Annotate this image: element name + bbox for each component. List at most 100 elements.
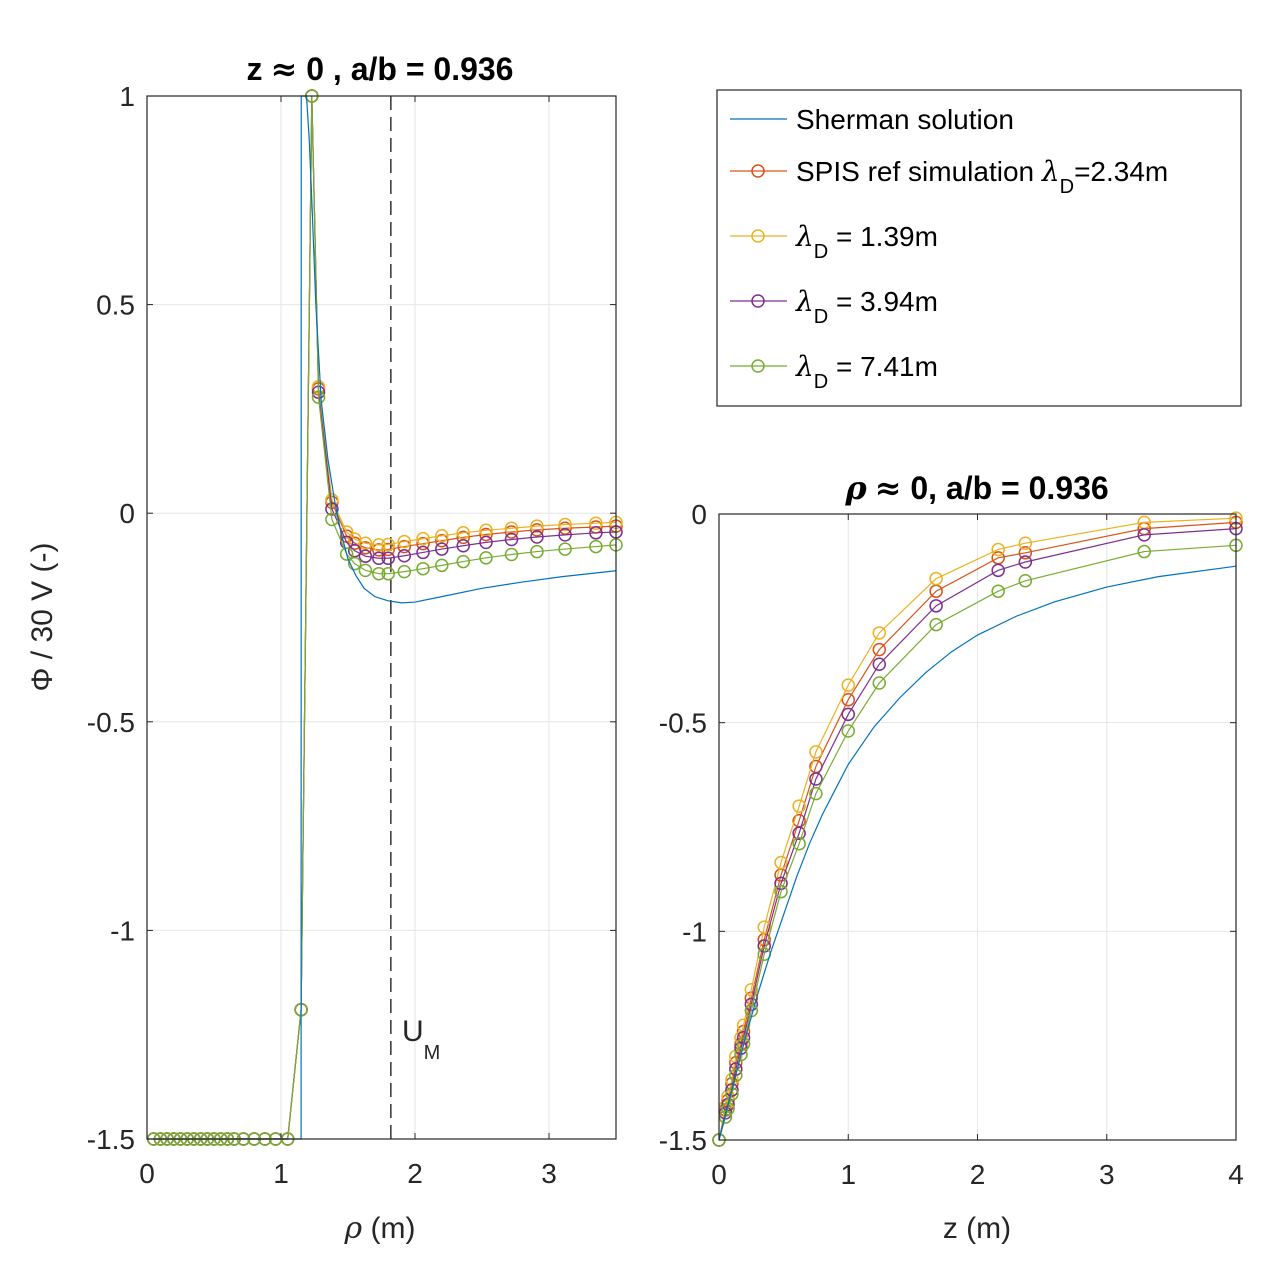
legend-label-1: λD = 1.39m [795,220,938,263]
left-xtick-label: 1 [273,1158,289,1189]
right-series-3-point [792,836,806,851]
right-series-2-point [841,707,855,722]
left-series-3-point [381,566,395,581]
legend-ref-sub: D [1060,176,1074,198]
right-series-3-point [1018,574,1033,588]
right-series-3-point [841,724,855,738]
left-series-2-point [456,538,470,553]
legend-2-lambda: λ [795,285,814,318]
left-series-2-point [397,549,412,563]
um-label-sub: M [424,1042,441,1064]
left-series-2-point [381,551,395,566]
legend-swatch-2-marker [751,294,765,308]
left-title-rest: 0 , a/b = 0.936 [297,51,513,87]
left-series-3-point [416,561,430,576]
left-series-3-point [339,547,354,561]
left-series-3-point [347,556,362,571]
legend-3-lambda: λ [795,350,814,383]
legend-swatch-ref-marker [751,164,765,178]
right-series-1-point [744,983,759,997]
left-series-2-point [558,528,572,542]
left-series-2-point [416,545,430,560]
right-series-2-point [872,657,887,671]
legend-entry-2: λD = 3.94m [730,285,938,328]
right-ytick-label: 0 [691,499,707,530]
legend-3-sub: D [814,371,828,393]
right-title-rest: 0, a/b = 0.936 [901,470,1108,506]
right-series-0-point [1018,546,1033,560]
left-axes-box [146,95,617,1140]
right-series-2-point [774,876,788,891]
left-title: z ≈ 0 , a/b = 0.936 [247,50,514,88]
legend-label-ref: SPIS ref simulation λD=2.34m [796,155,1168,198]
left-xtick-label: 2 [407,1158,423,1189]
left-ticks: 0 1 2 3 -1.5 -1 -0.5 0 0.5 1 [87,81,616,1189]
left-series-3-point [397,564,412,579]
left-series-2-point [504,532,519,547]
legend-2-rest: = 3.94m [828,286,938,317]
right-series-1-point [809,745,823,759]
right-ytick-label: -0.5 [659,708,707,739]
left-series-1-point [456,526,470,540]
left-title-lhs: z [247,51,263,87]
right-series-2-point [991,563,1005,578]
legend-1-sub: D [814,241,828,263]
right-series-3-point [729,1068,743,1083]
right-series-2-point [792,826,806,841]
right-series-1-point [929,571,943,586]
left-ytick-label: -1.5 [87,1124,135,1155]
right-series-1-point [991,542,1005,557]
left-series-1-point [416,531,430,546]
right-series-3-point [736,1037,751,1051]
right-title-lhs: ρ [844,469,867,507]
left-series-3-point [372,566,386,581]
right-data [712,511,1243,1147]
left-series-0-point [416,536,430,551]
left-series-2-point [372,551,386,566]
left-series-2-point [358,549,373,563]
right-ytick-label: -1.5 [659,1125,707,1156]
um-label: UM [402,1015,440,1064]
legend-entry-1: λD = 1.39m [730,220,938,263]
right-series-1-point [841,678,855,692]
left-series-3-point [530,544,544,559]
left-series-1-point [381,537,395,552]
left-ytick-label: 1 [119,81,135,112]
left-series-0-point [435,533,449,548]
legend-ref-rest: =2.34m [1074,156,1168,187]
legend-1-lambda: λ [795,220,814,253]
left-ytick-label: -0.5 [87,707,135,738]
left-xlabel: ρ (m) [344,1211,416,1246]
right-series-2-point [1018,555,1033,569]
left-plot-area [147,96,616,1139]
left-series-1-point [558,517,572,532]
left-series-3-point [456,554,470,569]
right-series-0-point [841,692,855,707]
legend-1-rest: = 1.39m [828,221,938,252]
left-xlabel-rest: (m) [362,1212,415,1245]
right-plot: 0 1 2 3 4 -1.5 -1 -0.5 0 ρ ≈ 0, a/b = 0.936 z (m) [659,469,1244,1245]
right-series-3-point [1137,544,1151,559]
left-plot: 0 1 2 3 -1.5 -1 -0.5 0 0.5 1 z ≈ 0 , a/b = 0.936 ρ… [26,50,623,1246]
right-series-1-point [774,855,788,870]
left-series-2-point [435,542,449,556]
legend-2-sub: D [814,306,828,328]
left-ylabel: Φ / 30 V (-) [26,543,59,692]
right-series-0-point [872,642,887,657]
legend-entry-sherman: Sherman solution [730,104,1014,135]
left-title-approx: ≈ [271,50,298,88]
right-xtick-label: 3 [1099,1159,1115,1190]
right-series-1-point [1018,536,1033,550]
right-title-approx: ≈ [875,469,902,507]
right-series-2-point [929,599,943,613]
left-series-0-point [558,521,572,535]
left-series-2-point [479,535,493,550]
left-series-3-point [589,539,603,554]
left-series-0-point [456,530,470,545]
left-series-1-point [397,534,412,549]
right-xtick-label: 4 [1228,1159,1244,1190]
left-series-3-point [479,551,493,565]
legend: Sherman solution SPIS ref simulation λD=… [716,89,1242,407]
left-series-2-point [589,526,603,540]
